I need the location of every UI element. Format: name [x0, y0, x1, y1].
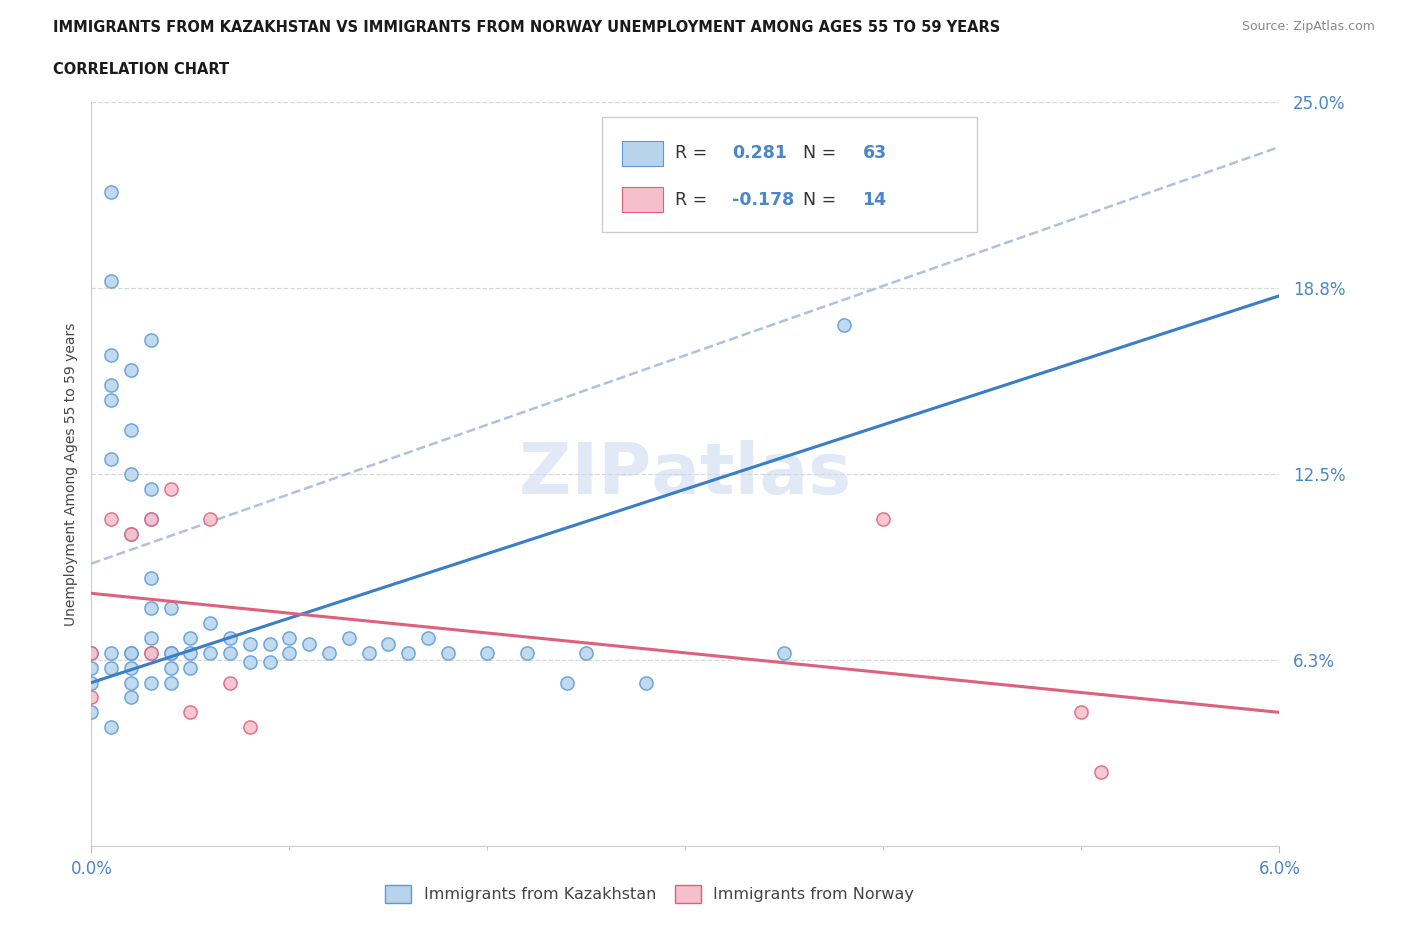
Point — [318, 645, 340, 660]
Point — [516, 645, 538, 660]
Text: 14: 14 — [862, 191, 887, 208]
Point — [259, 655, 281, 670]
Text: N =: N = — [803, 144, 842, 162]
Point — [100, 184, 122, 199]
Legend: Immigrants from Kazakhstan, Immigrants from Norway: Immigrants from Kazakhstan, Immigrants f… — [378, 879, 921, 909]
Point — [139, 645, 162, 660]
Point — [219, 645, 242, 660]
Point — [120, 660, 142, 675]
Point — [219, 675, 242, 690]
Point — [120, 675, 142, 690]
Text: CORRELATION CHART: CORRELATION CHART — [53, 62, 229, 77]
Text: N =: N = — [803, 191, 842, 208]
Point — [100, 273, 122, 288]
Point — [100, 378, 122, 392]
Point — [159, 645, 181, 660]
Point — [179, 631, 201, 645]
Point — [139, 631, 162, 645]
Y-axis label: Unemployment Among Ages 55 to 59 years: Unemployment Among Ages 55 to 59 years — [63, 323, 77, 626]
Text: 0.281: 0.281 — [731, 144, 787, 162]
Point — [120, 690, 142, 705]
FancyBboxPatch shape — [602, 117, 977, 232]
Point — [80, 645, 103, 660]
Text: Source: ZipAtlas.com: Source: ZipAtlas.com — [1241, 20, 1375, 33]
Point — [773, 645, 796, 660]
Point — [278, 645, 301, 660]
Point — [139, 333, 162, 348]
Point — [139, 512, 162, 526]
Point — [100, 720, 122, 735]
Point — [159, 645, 181, 660]
Point — [634, 675, 657, 690]
Point — [200, 512, 222, 526]
Point — [477, 645, 499, 660]
Point — [278, 631, 301, 645]
Point — [139, 512, 162, 526]
Point — [179, 645, 201, 660]
Point — [179, 660, 201, 675]
Point — [120, 526, 142, 541]
Point — [100, 512, 122, 526]
Point — [120, 467, 142, 482]
Point — [159, 601, 181, 616]
Point — [80, 660, 103, 675]
Point — [239, 636, 262, 651]
Point — [100, 452, 122, 467]
Point — [139, 601, 162, 616]
Text: R =: R = — [675, 144, 713, 162]
Point — [80, 690, 103, 705]
Point — [259, 636, 281, 651]
Point — [239, 655, 262, 670]
FancyBboxPatch shape — [623, 140, 662, 166]
Point — [396, 645, 419, 660]
Point — [200, 645, 222, 660]
Point — [100, 645, 122, 660]
Point — [832, 318, 855, 333]
Point — [80, 675, 103, 690]
Point — [298, 636, 321, 651]
Point — [120, 645, 142, 660]
Point — [159, 482, 181, 497]
Point — [139, 571, 162, 586]
Point — [1070, 705, 1092, 720]
Text: -0.178: -0.178 — [731, 191, 794, 208]
Text: IMMIGRANTS FROM KAZAKHSTAN VS IMMIGRANTS FROM NORWAY UNEMPLOYMENT AMONG AGES 55 : IMMIGRANTS FROM KAZAKHSTAN VS IMMIGRANTS… — [53, 20, 1001, 35]
Text: ZIP​atlas: ZIP​atlas — [519, 440, 852, 509]
Point — [555, 675, 578, 690]
Point — [1090, 764, 1112, 779]
Point — [219, 631, 242, 645]
Text: 63: 63 — [862, 144, 887, 162]
Point — [357, 645, 380, 660]
Point — [80, 645, 103, 660]
Point — [872, 512, 894, 526]
Point — [120, 422, 142, 437]
Point — [100, 348, 122, 363]
Point — [139, 675, 162, 690]
Point — [120, 645, 142, 660]
Point — [200, 616, 222, 631]
Point — [436, 645, 458, 660]
Point — [337, 631, 360, 645]
Point — [159, 675, 181, 690]
Point — [239, 720, 262, 735]
Point — [416, 631, 439, 645]
Point — [159, 660, 181, 675]
Point — [179, 705, 201, 720]
Text: R =: R = — [675, 191, 713, 208]
Point — [139, 482, 162, 497]
Point — [139, 645, 162, 660]
Point — [377, 636, 399, 651]
Point — [575, 645, 598, 660]
Point — [100, 392, 122, 407]
Point — [100, 660, 122, 675]
Point — [120, 363, 142, 378]
Point — [80, 705, 103, 720]
FancyBboxPatch shape — [623, 187, 662, 212]
Point — [120, 526, 142, 541]
